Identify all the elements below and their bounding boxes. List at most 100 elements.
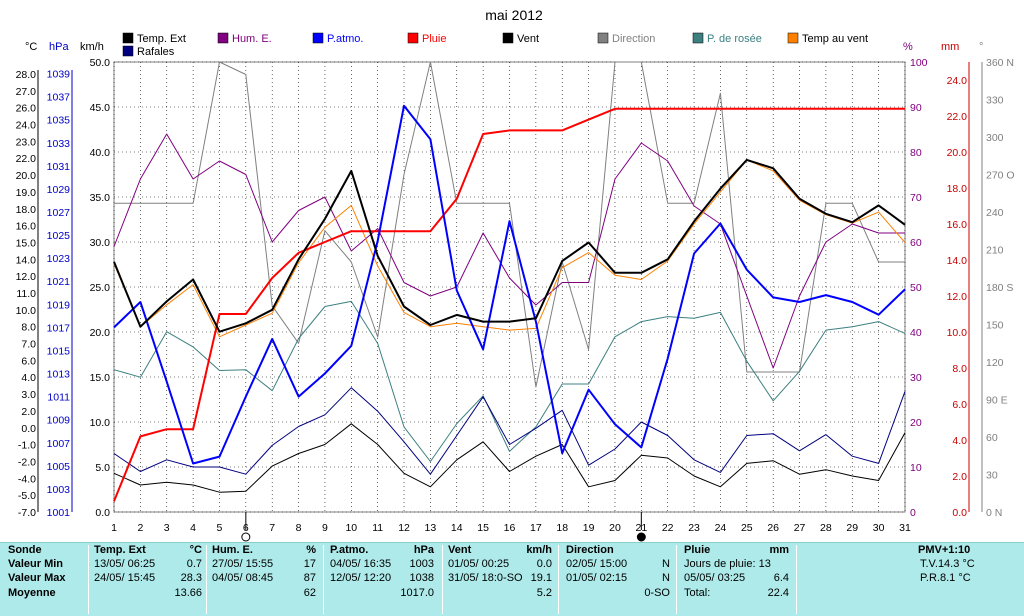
summary-hum-max-val: 87: [303, 572, 316, 585]
x-tick-label: 29: [846, 522, 858, 534]
summary-direction-min-date: 02/05/ 15:00: [566, 558, 628, 571]
x-tick-label: 24: [715, 522, 727, 534]
mm-tick-label: 18.0: [947, 183, 968, 195]
legend-swatch-pluie: [407, 32, 419, 44]
summary-col-vent: Vent km/h 01/05/ 00:25 0.0 31/05/ 18:0-SO 1…: [448, 543, 552, 616]
hpa-tick-label: 1011: [47, 392, 70, 404]
summary-pluie-max-date: 05/05/ 03:25: [684, 572, 746, 585]
hpa-axis-unit: hPa: [49, 41, 69, 53]
summary-col-sonde: Sonde Valeur Min Valeur Max Moyenne: [8, 543, 88, 616]
summary-patmo-min-date: 04/05/ 16:35: [330, 558, 392, 571]
legend-label-vent: Vent: [517, 33, 539, 45]
mm-tick-label: 10.0: [947, 327, 968, 339]
legend-label-temp-au-vent: Temp au vent: [802, 33, 868, 45]
mm-tick-label: 12.0: [947, 291, 968, 303]
summary-col-patmo: P.atmo. hPa 04/05/ 16:35 1003 12/05/ 12:20…: [330, 543, 434, 616]
x-tick-label: 14: [451, 522, 463, 534]
degrees-tick-label: 270 O: [986, 170, 1015, 182]
hpa-tick-label: 1009: [47, 415, 71, 427]
degrees-tick-label: 150: [986, 320, 1004, 332]
legend-swatch-rafales: [122, 45, 134, 57]
legend-swatch-temp-ext: [122, 32, 134, 44]
summary-pluie-label: Pluie: [684, 544, 711, 556]
summary-hum-min-date: 27/05/ 15:55: [212, 558, 274, 571]
celsius-tick-label: -7.0: [18, 507, 36, 519]
kmh-tick-label: 35.0: [90, 192, 111, 204]
kmh-tick-label: 15.0: [90, 372, 111, 384]
kmh-tick-label: 30.0: [90, 237, 111, 249]
celsius-tick-label: -5.0: [18, 490, 36, 502]
hpa-tick-label: 1023: [47, 253, 71, 265]
kmh-tick-label: 5.0: [95, 462, 110, 474]
degrees-tick-label: 360 N: [986, 57, 1014, 69]
legend-label-direction: Direction: [612, 33, 655, 45]
series-line-vent: [113, 423, 906, 493]
celsius-tick-label: 2.0: [21, 406, 36, 418]
chart-series: [113, 61, 906, 502]
celsius-axis-unit: °C: [25, 41, 37, 53]
summary-patmo-min-val: 1003: [409, 558, 434, 571]
hpa-tick-label: 1031: [47, 161, 71, 173]
summary-pmv-label: PMV+1:10: [918, 544, 971, 556]
hpa-tick-label: 1019: [47, 299, 71, 311]
x-axis-ticks: 1234567891011121314151617181920212223242…: [111, 522, 911, 534]
series-line-rafales: [113, 387, 906, 475]
percent-tick-label: 30: [910, 372, 922, 384]
x-tick-label: 13: [425, 522, 437, 534]
celsius-tick-label: 27.0: [16, 86, 37, 98]
degrees-tick-label: 180 S: [986, 282, 1013, 294]
celsius-tick-label: 14.0: [16, 254, 37, 266]
summary-sonde-label: Sonde: [8, 544, 42, 556]
summary-temp-label: Temp. Ext: [94, 544, 146, 556]
summary-vent-label: Vent: [448, 544, 472, 556]
summary-temp-max-val: 28.3: [180, 572, 202, 585]
kmh-tick-label: 10.0: [90, 417, 111, 429]
celsius-tick-label: 4.0: [21, 372, 36, 384]
percent-tick-label: 80: [910, 147, 922, 159]
kmh-tick-label: 25.0: [90, 282, 111, 294]
legend-swatch-p-de-ros-e: [692, 32, 704, 44]
summary-direction-avg: 0-SO: [644, 586, 670, 599]
x-tick-label: 2: [137, 522, 143, 534]
weather-chart: mai 2012 Temp. Ext Hum. E. P.atmo. Pluie Ven…: [16, 7, 1015, 542]
x-tick-label: 16: [504, 522, 516, 534]
summary-direction-max-val: N: [662, 572, 670, 585]
celsius-tick-label: 20.0: [16, 170, 37, 182]
percent-tick-label: 40: [910, 327, 922, 339]
summary-direction-min-val: N: [662, 558, 670, 571]
x-tick-label: 31: [899, 522, 911, 534]
x-tick-label: 3: [164, 522, 170, 534]
summary-hum-min-val: 17: [303, 558, 316, 571]
summary-pluie-unit: mm: [769, 544, 789, 556]
x-tick-label: 23: [688, 522, 700, 534]
summary-temp-max-date: 24/05/ 15:45: [94, 572, 156, 585]
moon-phases: [241, 512, 646, 542]
hpa-tick-label: 1017: [47, 322, 71, 334]
celsius-tick-label: 3.0: [21, 389, 36, 401]
summary-temp-avg: 13.66: [174, 586, 202, 599]
hpa-tick-label: 1021: [47, 276, 71, 288]
summary-vent-max-val: 19.1: [530, 572, 552, 585]
kmh-tick-label: 45.0: [90, 102, 111, 114]
legend-label-pluie: Pluie: [422, 33, 446, 45]
degrees-tick-label: 60: [986, 432, 998, 444]
summary-direction-max-date: 01/05/ 02:15: [566, 572, 628, 585]
kmh-tick-label: 0.0: [95, 507, 110, 519]
mm-tick-label: 0.0: [952, 507, 967, 519]
summary-vent-min-val: 0.0: [536, 558, 552, 571]
degrees-tick-label: 330: [986, 95, 1004, 107]
x-tick-label: 28: [820, 522, 832, 534]
summary-col-direction: Direction 02/05/ 15:00 N 01/05/ 02:15 N 0-…: [566, 543, 670, 616]
summary-col-pluie: Pluie mm Jours de pluie: 13 05/05/ 03:25 6…: [684, 543, 789, 616]
series-line-temp-ext: [113, 158, 906, 333]
mm-tick-label: 20.0: [947, 147, 968, 159]
percent-tick-label: 100: [910, 57, 928, 69]
percent-tick-label: 60: [910, 237, 922, 249]
mm-tick-label: 22.0: [947, 111, 968, 123]
legend-swatch-p-atmo: [312, 32, 324, 44]
summary-pluie-total-label: Total:: [684, 586, 711, 599]
x-tick-label: 17: [530, 522, 542, 534]
mm-tick-label: 2.0: [952, 471, 967, 483]
degrees-tick-label: 120: [986, 357, 1004, 369]
celsius-tick-label: 28.0: [16, 69, 37, 81]
